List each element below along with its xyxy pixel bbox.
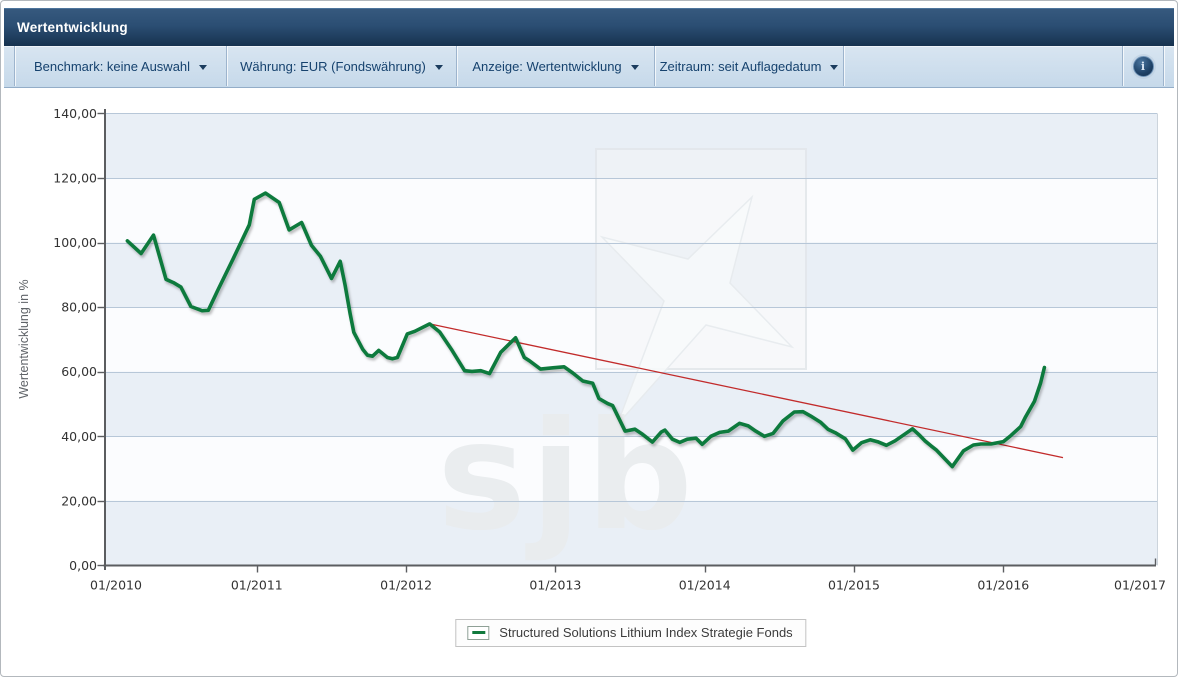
page-title: Wertentwicklung <box>17 20 128 35</box>
series-lines <box>125 191 1064 469</box>
title-bar: Wertentwicklung <box>4 8 1174 46</box>
toolbar-separator <box>14 46 15 86</box>
y-tick-label: 80,00 <box>61 300 97 315</box>
x-tick-label: 01/2011 <box>231 578 283 593</box>
plot-band <box>104 500 1157 566</box>
legend: Structured Solutions Lithium Index Strat… <box>455 619 807 647</box>
y-tick-label: 20,00 <box>61 493 97 508</box>
fund-performance-line <box>125 191 1047 469</box>
period-dropdown[interactable]: Zeitraum: seit Auflagedatum <box>655 46 843 86</box>
gridlines <box>104 113 1158 566</box>
watermark-star-icon <box>599 194 795 426</box>
period-dropdown-label: Zeitraum: seit Auflagedatum <box>659 58 822 74</box>
toolbar: Benchmark: keine Auswahl Währung: EUR (F… <box>4 46 1174 88</box>
display-dropdown[interactable]: Anzeige: Wertentwicklung <box>457 46 654 86</box>
y-tick-label: 0,00 <box>69 558 97 573</box>
info-cell: i <box>1122 46 1164 86</box>
benchmark-dropdown-label: Benchmark: keine Auswahl <box>33 58 191 74</box>
chevron-down-icon <box>830 64 839 70</box>
x-tick-label: 01/2014 <box>679 578 731 593</box>
x-tick-label: 01/2010 <box>90 578 142 593</box>
plot-band <box>104 436 1157 501</box>
watermark-text: sjb <box>437 390 697 564</box>
y-tick-label: 100,00 <box>53 235 97 250</box>
x-tick-label: 01/2015 <box>828 578 880 593</box>
plot-band <box>104 307 1157 372</box>
y-axis-title: Wertentwicklung in % <box>17 279 31 399</box>
sjb-watermark: sjb <box>437 148 807 564</box>
plot-band <box>104 178 1157 243</box>
x-tick-label: 01/2012 <box>380 578 432 593</box>
info-icon[interactable]: i <box>1132 55 1154 77</box>
axis-labels: 0,00 20,00 40,00 60,00 80,00 100,00 120,00 140,… <box>53 106 1166 593</box>
trend-line <box>429 323 1064 459</box>
toolbar-separator <box>226 46 227 86</box>
y-tick-label: 140,00 <box>53 106 97 121</box>
x-tick-label: 01/2017 <box>1114 578 1166 593</box>
currency-dropdown-label: Währung: EUR (Fondswährung) <box>240 58 426 74</box>
y-tick-label: 60,00 <box>61 364 97 379</box>
x-tick-label: 01/2016 <box>977 578 1029 593</box>
legend-line-sample <box>471 631 485 634</box>
display-dropdown-label: Anzeige: Wertentwicklung <box>472 58 622 74</box>
x-tick-label: 01/2013 <box>529 578 581 593</box>
chevron-down-icon <box>434 64 443 70</box>
chevron-down-icon <box>630 64 639 70</box>
legend-label: Structured Solutions Lithium Index Strat… <box>499 625 793 640</box>
toolbar-separator <box>456 46 457 86</box>
y-tick-label: 120,00 <box>53 171 97 186</box>
benchmark-dropdown[interactable]: Benchmark: keine Auswahl <box>15 46 226 86</box>
dropdown-row: Benchmark: keine Auswahl Währung: EUR (F… <box>14 46 844 86</box>
plot-band <box>104 113 1157 178</box>
legend-marker <box>467 625 490 640</box>
toolbar-separator <box>654 46 655 86</box>
chevron-down-icon <box>199 64 208 70</box>
y-tick-label: 40,00 <box>61 429 97 444</box>
axes <box>97 109 1157 573</box>
currency-dropdown[interactable]: Währung: EUR (Fondswährung) <box>227 46 456 86</box>
toolbar-separator <box>843 46 844 86</box>
